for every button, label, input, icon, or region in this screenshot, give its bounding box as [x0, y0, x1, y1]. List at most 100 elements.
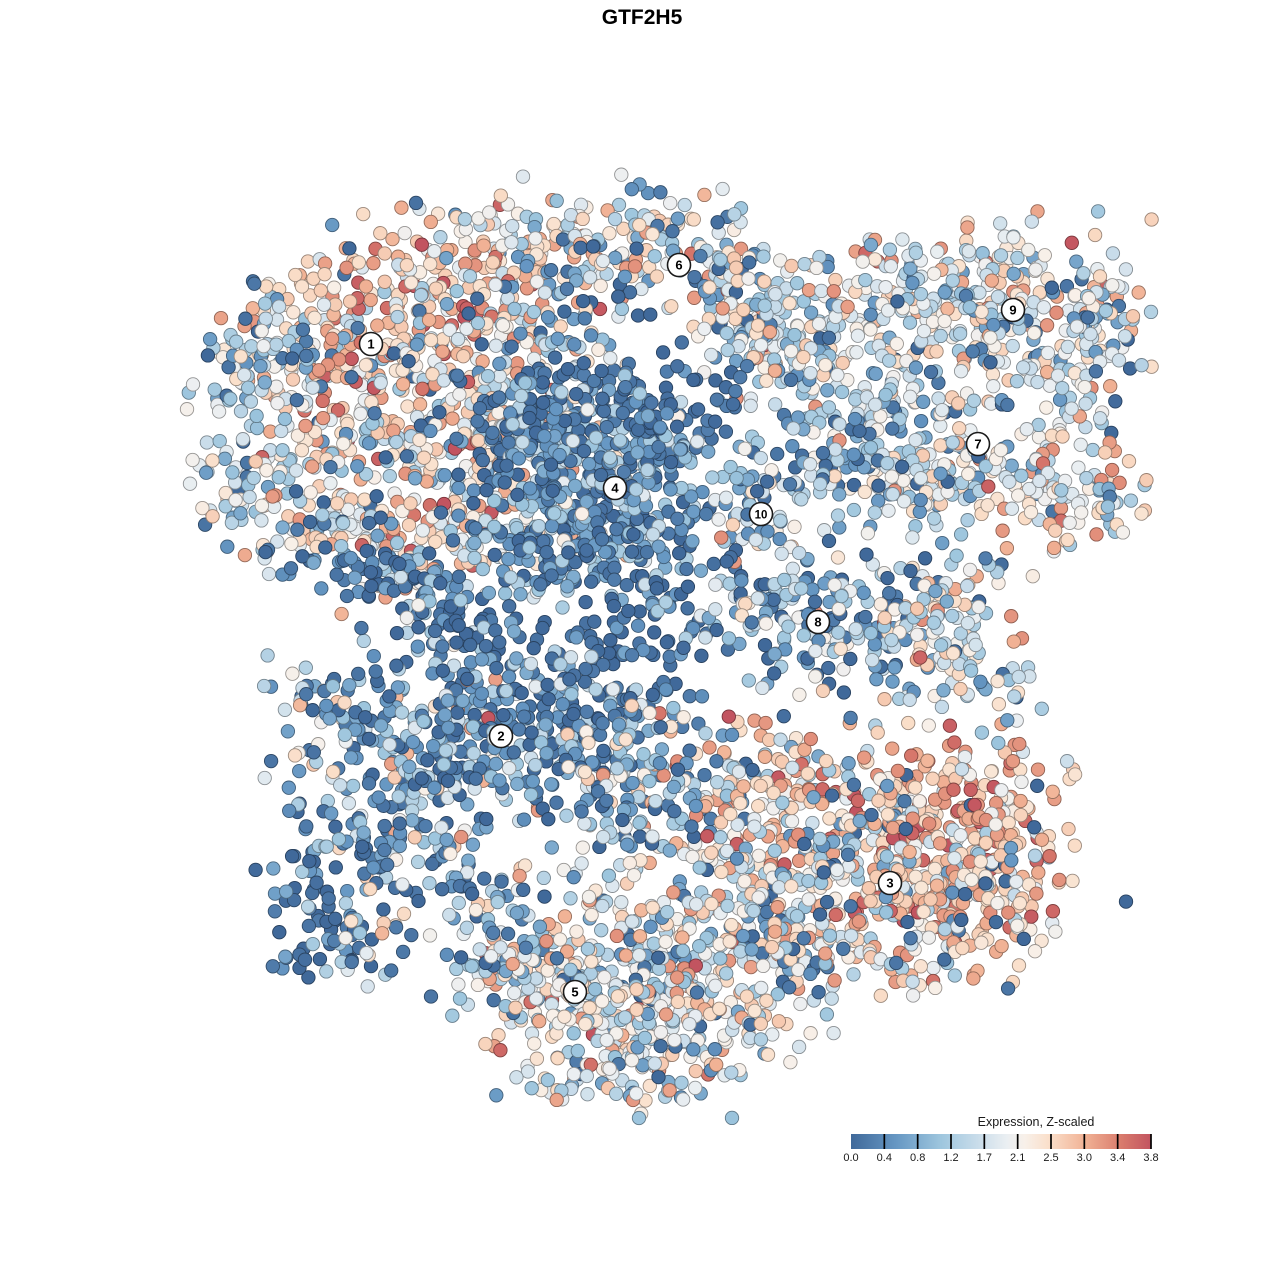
- data-point: [734, 573, 749, 588]
- data-point: [770, 446, 785, 462]
- data-point: [603, 350, 618, 366]
- data-point: [903, 389, 918, 404]
- data-point: [522, 540, 537, 555]
- data-point: [451, 480, 466, 496]
- data-point: [507, 301, 522, 317]
- data-point: [663, 195, 678, 211]
- data-point: [330, 496, 345, 511]
- data-point: [913, 413, 929, 429]
- data-point: [523, 787, 539, 802]
- data-point: [451, 467, 466, 482]
- data-point: [466, 483, 481, 498]
- data-point: [729, 260, 744, 275]
- data-point: [719, 325, 734, 341]
- data-point: [801, 282, 817, 298]
- data-point: [416, 714, 431, 729]
- data-point: [467, 535, 482, 551]
- data-point: [729, 851, 745, 866]
- data-point: [592, 727, 608, 743]
- data-point: [867, 252, 883, 267]
- data-point: [253, 358, 268, 374]
- data-point: [495, 318, 511, 333]
- data-point: [249, 420, 265, 436]
- data-point: [1034, 701, 1049, 716]
- data-point: [450, 368, 465, 383]
- data-point: [960, 513, 975, 528]
- data-point: [554, 385, 569, 400]
- data-point: [451, 618, 466, 633]
- data-point: [905, 530, 920, 545]
- data-point: [479, 483, 494, 498]
- data-point: [405, 734, 421, 750]
- data-point: [1115, 525, 1131, 540]
- data-point: [863, 625, 879, 641]
- data-point: [797, 256, 812, 272]
- data-point: [913, 492, 928, 508]
- data-point: [394, 705, 410, 720]
- data-point: [330, 403, 346, 418]
- data-point: [585, 239, 601, 254]
- data-point: [789, 276, 805, 291]
- data-point: [1069, 319, 1085, 334]
- data-point: [366, 256, 381, 271]
- data-point: [618, 379, 633, 395]
- data-point: [659, 635, 675, 650]
- data-point: [245, 301, 260, 316]
- data-point: [547, 350, 563, 365]
- data-point: [711, 512, 726, 527]
- data-point: [908, 360, 924, 375]
- data-point: [369, 489, 384, 504]
- data-point: [782, 477, 798, 492]
- data-point: [1090, 204, 1106, 219]
- data-point: [801, 873, 816, 889]
- data-point: [806, 790, 821, 805]
- data-point: [913, 471, 928, 486]
- data-point: [999, 541, 1015, 556]
- data-point: [933, 466, 948, 481]
- data-point: [361, 776, 377, 791]
- data-point: [199, 465, 214, 480]
- data-point: [720, 342, 735, 358]
- data-point: [1039, 318, 1055, 333]
- data-point: [441, 720, 456, 735]
- data-point: [704, 845, 719, 860]
- data-point: [701, 444, 716, 459]
- data-point: [873, 988, 888, 1003]
- data-point: [895, 232, 910, 247]
- data-point: [602, 450, 618, 465]
- data-point: [702, 740, 717, 755]
- data-point: [359, 543, 374, 559]
- data-point: [1079, 470, 1094, 486]
- data-point: [619, 577, 634, 593]
- data-point: [322, 711, 337, 726]
- data-point: [588, 682, 603, 697]
- data-point: [796, 628, 811, 643]
- data-point: [756, 249, 771, 264]
- data-point: [326, 764, 341, 779]
- data-point: [321, 891, 336, 906]
- data-point: [680, 601, 695, 616]
- data-point: [557, 413, 573, 428]
- data-point: [223, 391, 238, 406]
- data-point: [449, 283, 464, 299]
- data-point: [645, 527, 661, 542]
- data-point: [254, 323, 269, 339]
- data-point: [993, 248, 1009, 263]
- data-point: [1005, 754, 1021, 769]
- data-point: [930, 244, 945, 259]
- data-point: [1023, 505, 1039, 520]
- data-point: [543, 457, 559, 472]
- data-point: [298, 418, 313, 434]
- data-point: [928, 583, 943, 599]
- data-point: [407, 471, 423, 486]
- data-point: [951, 396, 966, 411]
- data-point: [488, 277, 503, 292]
- data-point: [533, 577, 548, 592]
- data-point: [1105, 246, 1121, 261]
- data-point: [298, 660, 313, 675]
- data-point: [863, 237, 879, 253]
- data-point: [547, 506, 562, 521]
- data-point: [498, 586, 513, 601]
- data-point: [389, 658, 404, 673]
- data-point: [887, 660, 902, 675]
